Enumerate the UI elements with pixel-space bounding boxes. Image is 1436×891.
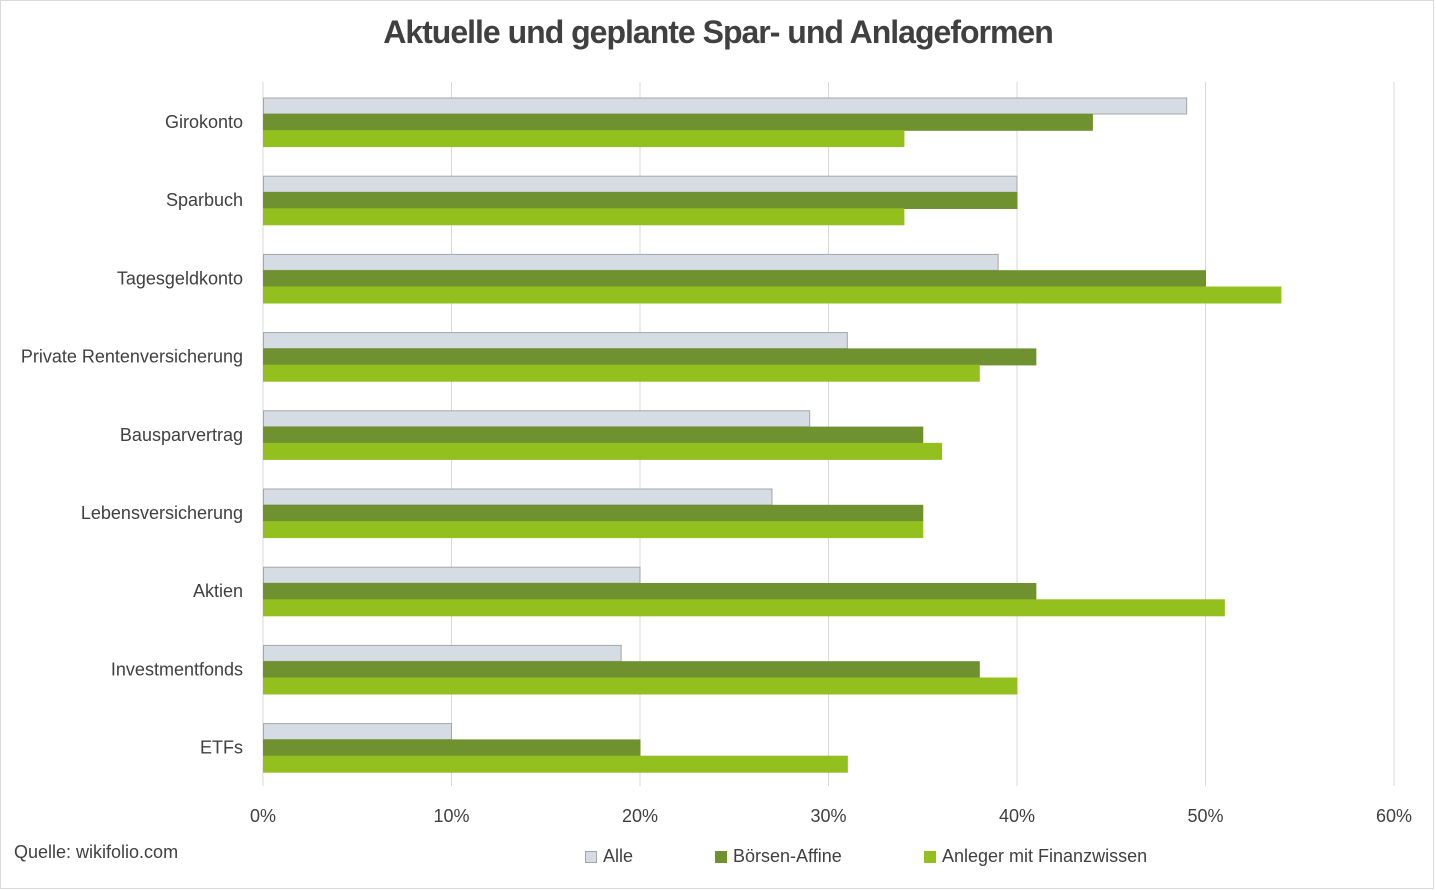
bar-anleger-mit-finanzwissen: [263, 599, 1225, 617]
bar-alle: [263, 566, 641, 584]
bar-b-rsen-affine: [263, 583, 1037, 600]
bar-anleger-mit-finanzwissen: [263, 755, 848, 773]
bar-anleger-mit-finanzwissen: [263, 442, 943, 460]
bar-anleger-mit-finanzwissen: [263, 521, 924, 539]
category-label: Private Rentenversicherung: [21, 347, 243, 367]
category-label: Tagesgeldkonto: [117, 268, 243, 288]
category-label: Bausparvertrag: [120, 425, 243, 445]
bar-anleger-mit-finanzwissen: [263, 364, 980, 382]
x-tick-label: 10%: [433, 806, 469, 826]
x-tick-label: 30%: [810, 806, 846, 826]
bar-b-rsen-affine: [263, 426, 924, 444]
bar-alle: [263, 488, 773, 506]
bar-b-rsen-affine: [263, 348, 1037, 366]
bar-b-rsen-affine: [263, 270, 1206, 288]
category-label: ETFs: [200, 738, 243, 758]
bar-b-rsen-affine: [263, 739, 641, 757]
category-label: Sparbuch: [166, 190, 243, 210]
bar-alle: [263, 723, 452, 741]
category-label: Girokonto: [165, 112, 243, 132]
x-tick-label: 20%: [622, 806, 658, 826]
bar-b-rsen-affine: [263, 192, 1018, 209]
bar-anleger-mit-finanzwissen: [263, 677, 1018, 695]
legend-label-alle: Alle: [603, 846, 634, 866]
legend-swatch-alle: [585, 850, 597, 863]
legend-item-anleger-mit-finanzwissen: Anleger mit Finanzwissen: [924, 846, 1147, 867]
category-label: Investmentfonds: [111, 659, 243, 679]
legend-item-boersen-affine: Börsen-Affine: [715, 846, 842, 867]
bar-alle: [263, 253, 999, 271]
legend-label-boersen-affine: Börsen-Affine: [733, 846, 842, 866]
x-tick-label: 0%: [250, 806, 276, 826]
bar-b-rsen-affine: [263, 113, 1093, 131]
bar-alle: [263, 97, 1188, 115]
source-note: Quelle: wikifolio.com: [14, 842, 179, 862]
category-label: Lebensversicherung: [81, 503, 243, 523]
x-tick-label: 40%: [999, 806, 1035, 826]
legend-label-anleger-mit-finanzwissen: Anleger mit Finanzwissen: [942, 846, 1148, 866]
bar-alle: [263, 175, 1018, 193]
bar-anleger-mit-finanzwissen: [263, 130, 905, 148]
bar-anleger-mit-finanzwissen: [263, 208, 905, 226]
bar-anleger-mit-finanzwissen: [263, 286, 1282, 304]
bar-alle: [263, 644, 622, 662]
legend-item-alle: Alle: [585, 846, 633, 867]
legend-swatch-anleger-mit-finanzwissen: [924, 850, 936, 863]
bar-alle: [263, 410, 811, 428]
chart-title: Aktuelle und geplante Spar- und Anlagefo…: [383, 14, 1054, 50]
x-tick-label: 60%: [1376, 806, 1412, 826]
legend-swatch-boersen-affine: [715, 850, 727, 863]
bar-alle: [263, 332, 848, 350]
category-label: Aktien: [193, 581, 243, 601]
bar-b-rsen-affine: [263, 504, 924, 522]
x-tick-label: 50%: [1187, 806, 1223, 826]
bar-b-rsen-affine: [263, 661, 980, 679]
